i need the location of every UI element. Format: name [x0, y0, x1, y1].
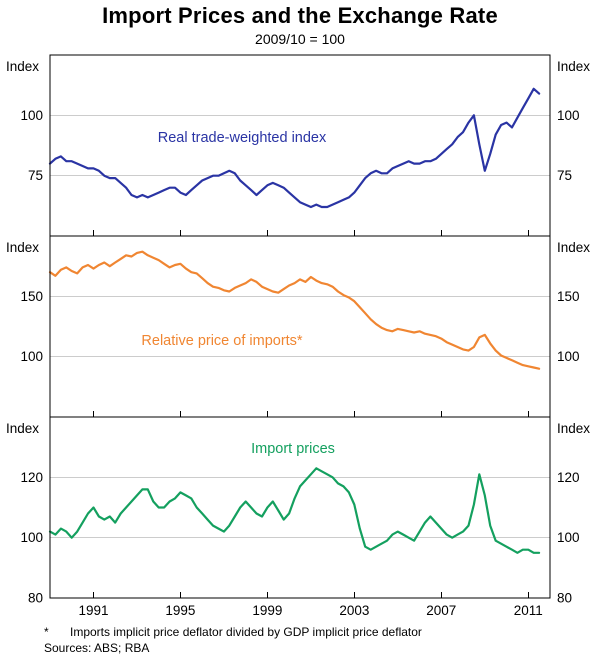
- x-tick-label: 1991: [78, 603, 108, 618]
- y-tick-label-right: 150: [557, 289, 580, 304]
- x-tick-label: 1999: [252, 603, 282, 618]
- panel-border: [49, 235, 551, 418]
- y-tick-label-right: 75: [557, 168, 572, 183]
- y-unit-label-right: Index: [557, 421, 590, 436]
- y-tick-label-left: 150: [20, 289, 43, 304]
- chart-subtitle: 2009/10 = 100: [255, 31, 345, 47]
- y-tick-label-right: 80: [557, 591, 572, 606]
- y-tick-label-right: 100: [557, 349, 580, 364]
- series-label-real-twi: Real trade-weighted index: [158, 130, 327, 146]
- y-tick-label-right: 100: [557, 530, 580, 545]
- sources-text: Sources: ABS; RBA: [44, 641, 150, 655]
- footnote-text: Imports implicit price deflator divided …: [70, 625, 422, 639]
- series-line-relative-price-of-imports: [48, 250, 541, 370]
- y-tick-label-left: 75: [28, 168, 43, 183]
- y-tick-label-right: 100: [557, 108, 580, 123]
- y-unit-label-right: Index: [557, 59, 590, 74]
- series-line-import-prices: [48, 467, 541, 554]
- y-unit-label-left: Index: [6, 240, 39, 255]
- y-tick-label-left: 80: [28, 591, 43, 606]
- series-line-real-twi: [48, 87, 541, 209]
- y-unit-label-left: Index: [6, 59, 39, 74]
- y-tick-label-left: 100: [20, 108, 43, 123]
- footnote-marker: *: [44, 625, 49, 639]
- y-unit-label-right: Index: [557, 240, 590, 255]
- y-tick-label-left: 100: [20, 349, 43, 364]
- series-label-import-prices: Import prices: [251, 441, 335, 457]
- x-tick-label: 2003: [339, 603, 369, 618]
- y-unit-label-left: Index: [6, 421, 39, 436]
- x-tick-label: 1995: [165, 603, 195, 618]
- y-tick-label-right: 120: [557, 470, 580, 485]
- y-tick-label-left: 100: [20, 530, 43, 545]
- chart-footnote: * Imports implicit price deflator divide…: [44, 625, 584, 639]
- x-tick-label: 2007: [426, 603, 456, 618]
- x-tick-label: 2011: [514, 603, 543, 618]
- panel-border: [49, 416, 551, 599]
- series-label-relative-price-of-imports: Relative price of imports*: [141, 333, 303, 349]
- y-tick-label-left: 120: [20, 470, 43, 485]
- chart-title: Import Prices and the Exchange Rate: [102, 3, 498, 28]
